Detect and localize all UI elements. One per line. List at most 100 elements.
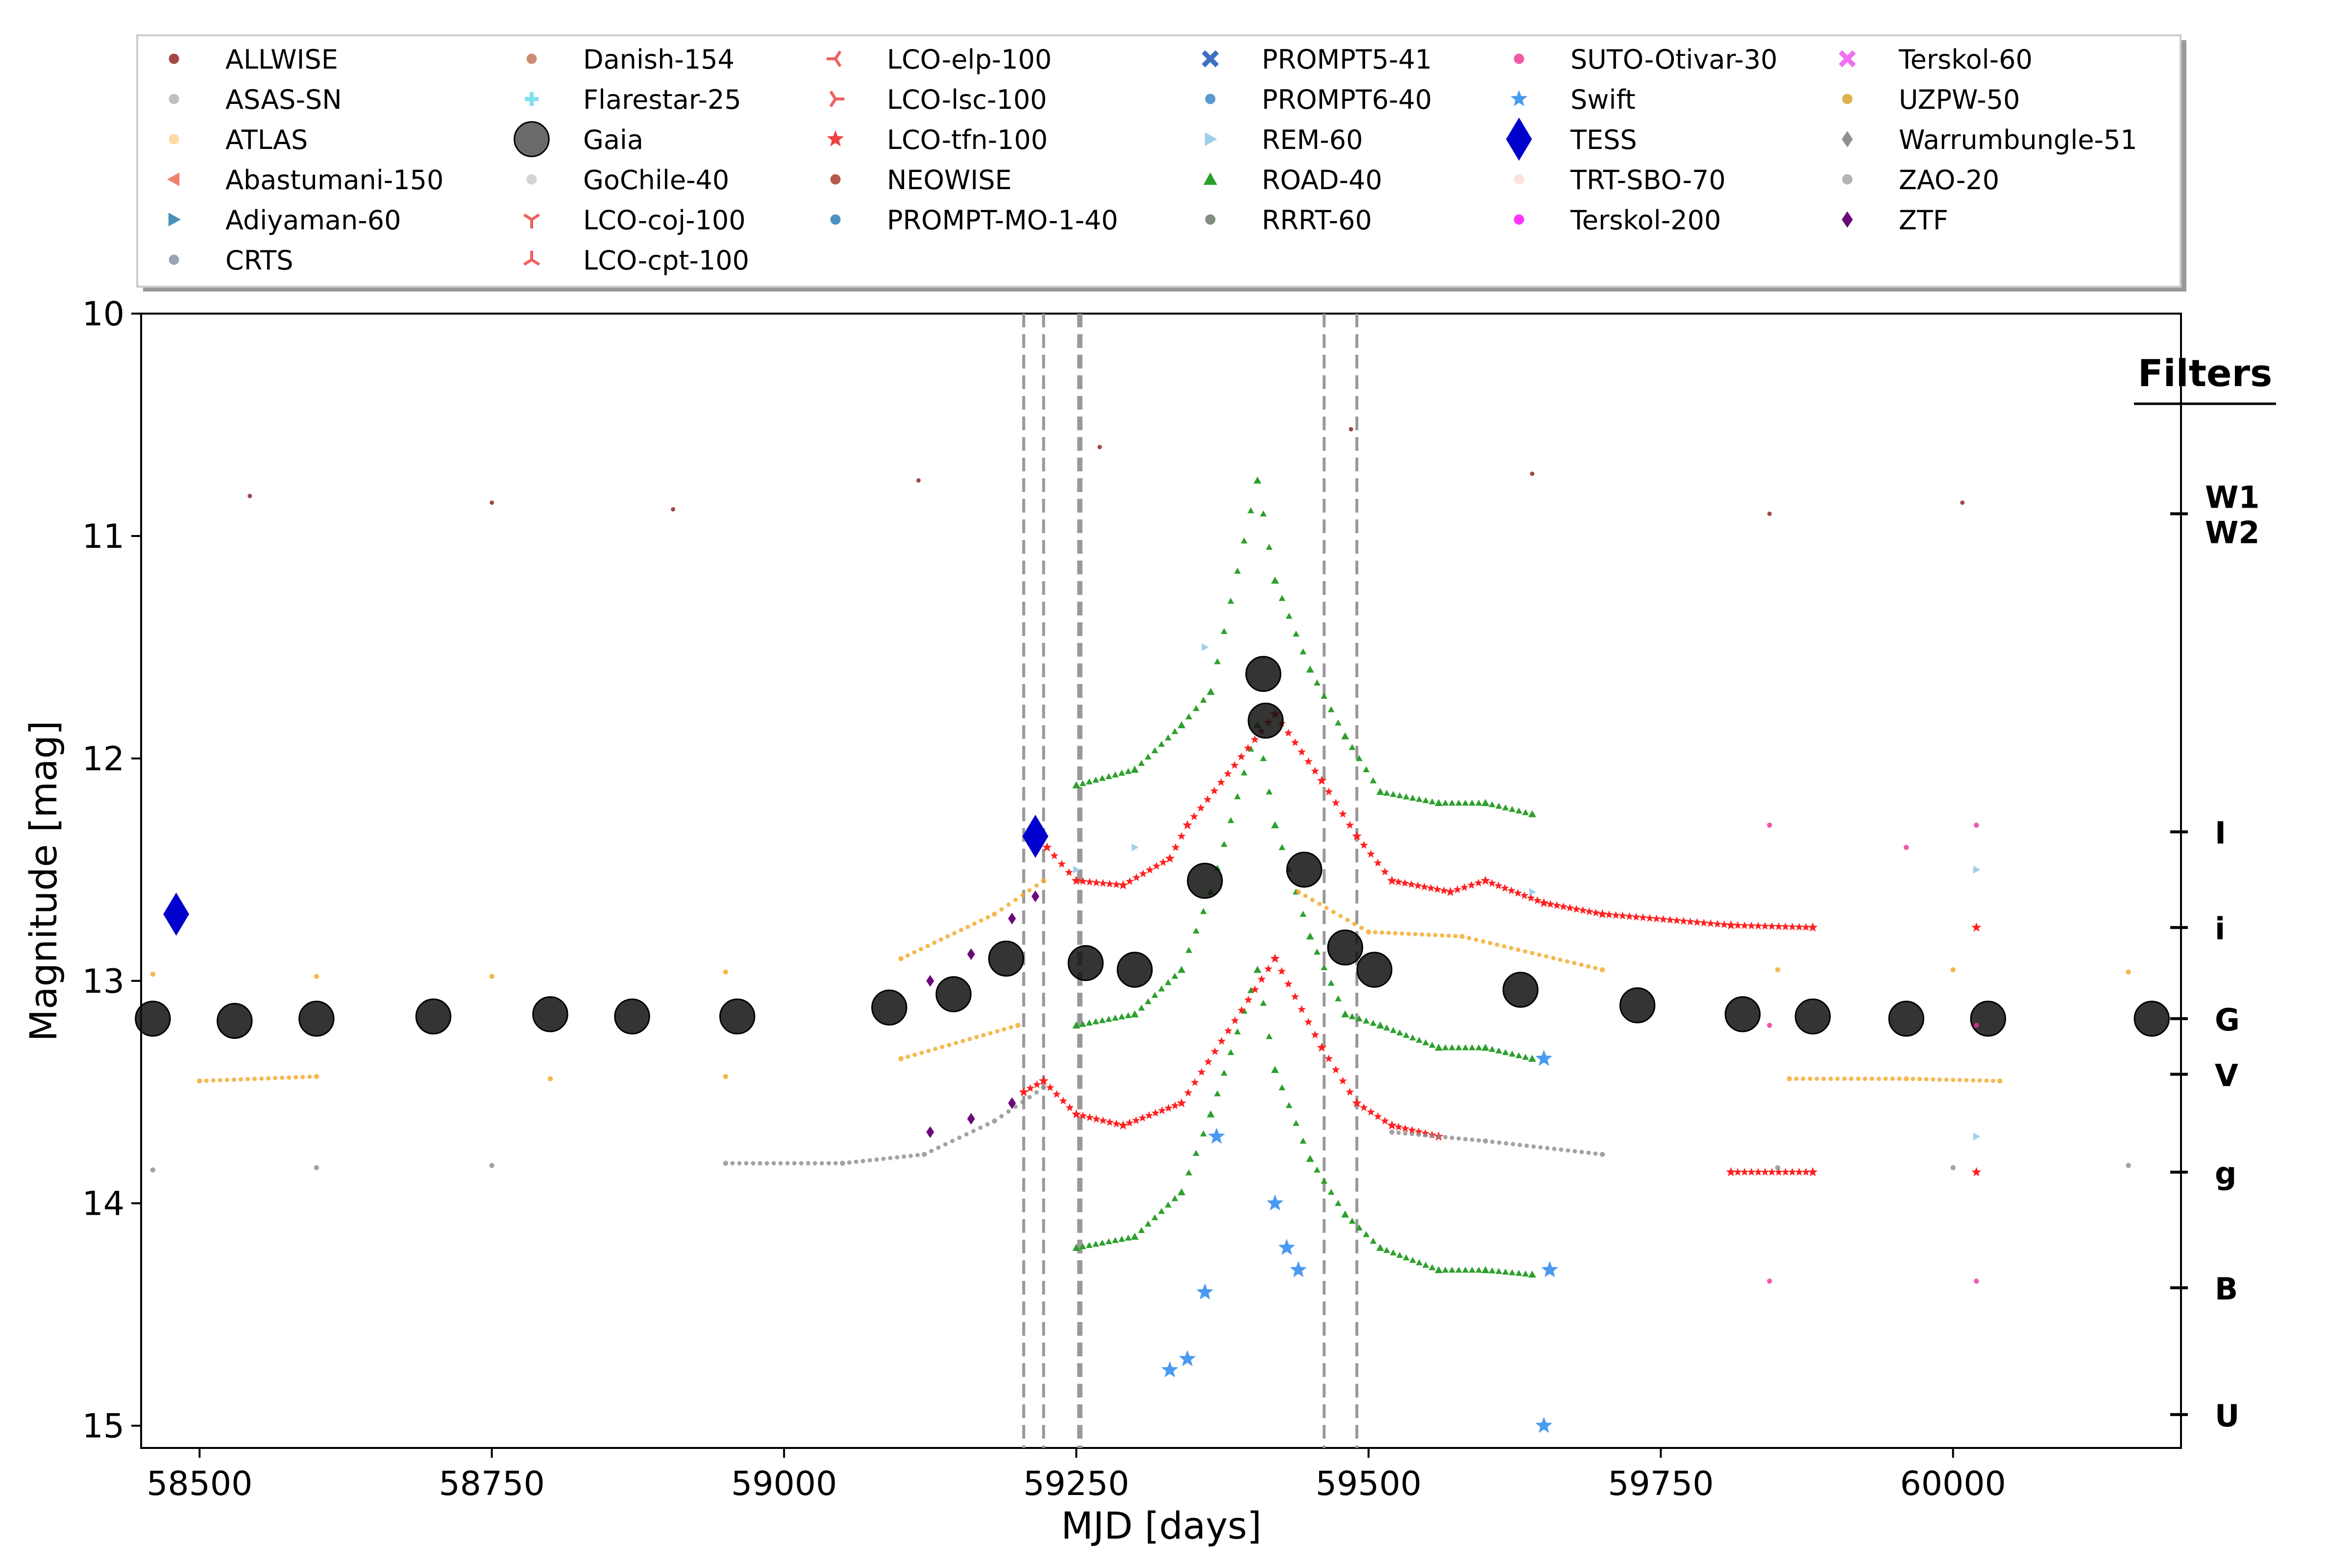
data-point — [1911, 1077, 1915, 1081]
data-point — [1502, 944, 1507, 949]
data-point — [999, 1114, 1004, 1119]
data-point — [1483, 1138, 1488, 1144]
data-point — [1781, 922, 1790, 931]
legend-marker — [169, 134, 179, 145]
data-point — [1184, 1088, 1193, 1097]
data-point — [1494, 881, 1503, 889]
data-point — [1579, 1150, 1584, 1154]
data-point — [273, 1076, 278, 1080]
series-road-40-b — [1072, 966, 1536, 1278]
series-allwise-neowise-w1-w2 — [247, 427, 1965, 516]
data-point — [1974, 1278, 1979, 1284]
data-point — [1455, 799, 1462, 806]
data-point — [1586, 1151, 1591, 1155]
data-point — [874, 1157, 879, 1162]
data-point — [1227, 817, 1234, 823]
data-point — [1524, 1143, 1529, 1148]
data-point — [871, 989, 907, 1026]
data-point — [1193, 927, 1200, 934]
legend-item-prompt5-41: PROMPT5-41 — [1201, 44, 1432, 75]
data-point — [992, 1118, 997, 1124]
data-point — [1348, 744, 1356, 750]
data-point — [867, 1158, 872, 1163]
data-point — [1937, 1077, 1942, 1082]
series-atlas-c — [197, 1023, 2003, 1084]
data-point — [1390, 1249, 1397, 1255]
y-axis-label: Magnitude [mag] — [22, 721, 65, 1042]
data-point — [1285, 1102, 1293, 1108]
data-point — [1869, 1077, 1874, 1081]
filter-label-i: I — [2215, 815, 2226, 851]
data-point — [926, 1049, 931, 1054]
data-point — [1396, 792, 1403, 798]
data-point — [1490, 1139, 1495, 1144]
legend-label: LCO-elp-100 — [887, 44, 1052, 75]
data-point — [1448, 1267, 1456, 1273]
y-tick-label: 15 — [82, 1407, 124, 1446]
data-point — [1489, 1267, 1495, 1274]
data-point — [1306, 1154, 1314, 1162]
data-point — [1138, 1113, 1147, 1122]
data-point — [266, 1076, 271, 1081]
data-point — [1370, 777, 1377, 784]
data-point — [1526, 894, 1535, 902]
data-point — [1041, 1085, 1046, 1090]
data-point — [1537, 952, 1542, 957]
data-point — [1619, 987, 1656, 1024]
data-point — [1456, 1136, 1461, 1141]
series-atlas-o — [150, 878, 2131, 979]
data-point — [1125, 1234, 1132, 1241]
filter-label-u: U — [2215, 1398, 2239, 1434]
data-point — [1747, 921, 1756, 930]
data-point — [1284, 729, 1293, 737]
data-point — [936, 1145, 941, 1150]
data-point — [1176, 1098, 1187, 1107]
legend-marker — [1201, 50, 1219, 68]
data-point — [1917, 1077, 1922, 1081]
data-point — [1713, 920, 1722, 928]
data-point — [819, 1161, 824, 1166]
legend-label: Flarestar-25 — [583, 84, 741, 115]
y-axis-ticks: 10 11 12 13 14 15 — [82, 295, 141, 1446]
data-point — [1944, 1077, 1949, 1082]
data-point — [150, 1167, 156, 1173]
data-point — [1310, 898, 1315, 902]
series-tess — [163, 814, 1049, 936]
data-point — [954, 1041, 958, 1046]
legend-item-lco-elp-100: LCO-elp-100 — [826, 44, 1052, 75]
legend-item-trt-sbo-70: TRT-SBO-70 — [1514, 165, 1726, 196]
data-point — [1599, 1152, 1605, 1157]
data-point — [1099, 879, 1107, 887]
data-point — [1366, 929, 1372, 935]
data-point — [932, 940, 937, 945]
data-point — [1271, 1066, 1279, 1073]
legend-label: REM-60 — [1262, 124, 1363, 155]
data-point — [1348, 427, 1353, 432]
data-point — [1794, 998, 1831, 1035]
data-point — [1566, 1148, 1570, 1153]
data-point — [1442, 799, 1449, 806]
data-point — [1440, 933, 1445, 938]
legend-marker — [1203, 172, 1217, 185]
legend-item-neowise: NEOWISE — [830, 165, 1012, 196]
data-point — [919, 1051, 924, 1055]
data-point — [1449, 1135, 1454, 1140]
data-point — [1034, 883, 1039, 888]
legend-label: TRT-SBO-70 — [1570, 165, 1726, 196]
data-point — [1352, 922, 1357, 927]
data-point — [1546, 900, 1555, 908]
data-point — [1973, 1132, 1981, 1141]
data-point — [1960, 500, 1965, 505]
legend-label: Adiyaman-60 — [225, 205, 401, 236]
legend-label: LCO-coj-100 — [583, 205, 746, 236]
filter-label-g: G — [2215, 1002, 2240, 1038]
data-point — [1132, 1116, 1140, 1124]
data-point — [922, 1152, 927, 1157]
data-point — [1842, 1077, 1847, 1081]
data-point — [1632, 912, 1641, 921]
data-point — [1409, 1034, 1416, 1041]
data-point — [1467, 935, 1471, 940]
data-point — [1645, 914, 1654, 922]
data-point — [1904, 1076, 1909, 1081]
data-point — [964, 1132, 969, 1137]
